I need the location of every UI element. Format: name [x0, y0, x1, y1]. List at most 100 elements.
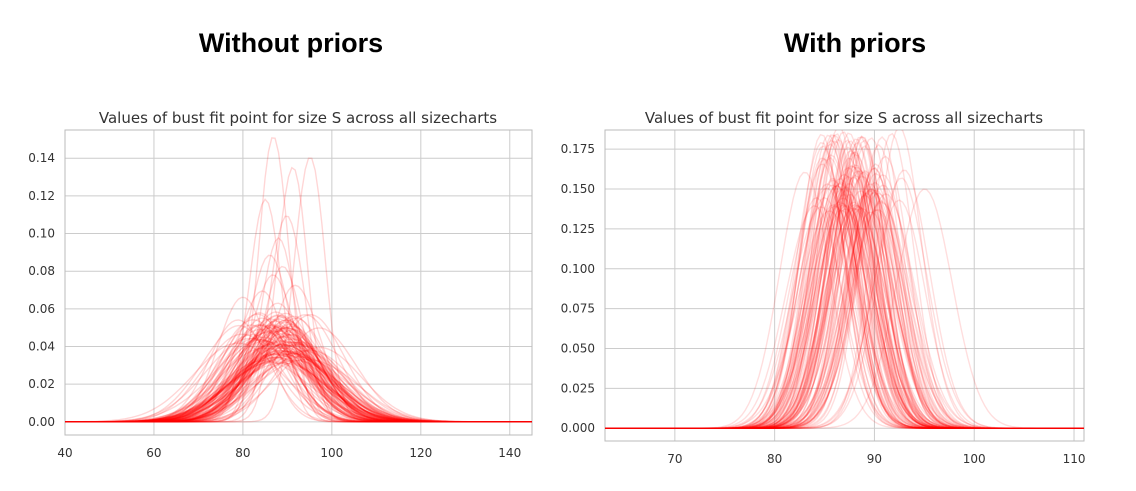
chart-title: Values of bust fit point for size S acro… [645, 109, 1043, 127]
density-curve [65, 313, 532, 423]
density-curve [605, 167, 1084, 429]
density-curve [65, 342, 532, 423]
chart-title: Values of bust fit point for size S acro… [99, 109, 497, 127]
density-curve [605, 174, 1084, 429]
x-tick-label: 80 [767, 452, 782, 466]
density-curve [65, 314, 532, 423]
density-curve [605, 149, 1084, 429]
density-curve [65, 323, 532, 423]
density-curve [65, 318, 532, 423]
density-curve [65, 315, 532, 423]
density-curve [65, 358, 532, 423]
heading-with-priors: With priors [783, 28, 927, 58]
density-curve [605, 134, 1084, 429]
density-curve [605, 136, 1084, 429]
density-curve [65, 353, 532, 423]
plot-frame [604, 129, 1085, 442]
density-curve [605, 208, 1084, 429]
density-curve [65, 157, 532, 423]
density-curve [65, 344, 532, 423]
density-curve [65, 328, 532, 423]
density-curve [65, 327, 532, 423]
density-curve [65, 333, 532, 423]
density-curve [605, 187, 1084, 429]
density-curve [605, 138, 1084, 429]
density-curve [605, 135, 1084, 429]
density-curve [605, 207, 1084, 429]
density-curve [605, 164, 1084, 429]
density-curve [605, 204, 1084, 429]
density-curve [65, 346, 532, 423]
density-curve [65, 350, 532, 423]
density-curve [65, 324, 532, 423]
y-tick-label: 0.025 [561, 381, 595, 395]
y-tick-label: 0.10 [28, 227, 55, 241]
density-curve [605, 203, 1084, 429]
density-curve [605, 192, 1084, 429]
density-curve [65, 330, 532, 423]
density-curve [605, 174, 1084, 429]
density-curve [605, 139, 1084, 429]
x-tick-label: 80 [235, 446, 250, 460]
density-curve [605, 132, 1084, 429]
density-curve [65, 254, 532, 423]
density-curve [605, 210, 1084, 429]
density-curve [65, 359, 532, 423]
density-curve [605, 141, 1084, 429]
density-curve [65, 327, 532, 423]
density-curve [65, 333, 532, 423]
density-curve [605, 136, 1084, 429]
density-curve [65, 342, 532, 423]
density-curve [605, 193, 1084, 429]
density-curve [65, 325, 532, 423]
density-curve [65, 296, 532, 423]
density-curve [65, 338, 532, 423]
density-curve [65, 356, 532, 423]
density-curve [65, 340, 532, 423]
density-curve [605, 184, 1084, 429]
density-curve [605, 132, 1084, 429]
density-curve [605, 184, 1084, 429]
density-curve [65, 347, 532, 423]
density-curve [65, 324, 532, 423]
density-curve [65, 328, 532, 423]
density-curve [605, 193, 1084, 429]
density-curve [605, 201, 1084, 429]
density-curve [605, 154, 1084, 429]
density-curve [65, 362, 532, 423]
y-tick-label: 0.04 [28, 340, 55, 354]
density-curve [65, 314, 532, 423]
density-curve [605, 169, 1084, 429]
density-curve [65, 284, 532, 423]
density-curve [65, 355, 532, 423]
y-tick-label: 0.02 [28, 377, 55, 391]
y-tick-label: 0.050 [561, 341, 595, 355]
density-curve [65, 339, 532, 423]
density-curve [605, 157, 1084, 429]
y-tick-label: 0.14 [28, 151, 55, 165]
density-curve [605, 139, 1084, 429]
density-curve [65, 344, 532, 423]
density-curve [65, 319, 532, 423]
density-curve [65, 319, 532, 423]
density-curve [605, 177, 1084, 429]
density-curve [65, 352, 532, 423]
density-curve [605, 142, 1084, 429]
density-curve [605, 187, 1084, 429]
density-curve [605, 205, 1084, 429]
density-curve [65, 290, 532, 423]
density-curve [605, 137, 1084, 429]
density-curve [65, 312, 532, 423]
y-tick-label: 0.075 [561, 302, 595, 316]
curves-group [65, 137, 532, 423]
x-tick-label: 40 [57, 446, 72, 460]
density-curve [65, 325, 532, 423]
density-curve [65, 340, 532, 423]
density-curve [65, 358, 532, 423]
y-tick-label: 0.00 [28, 415, 55, 429]
density-curve [605, 196, 1084, 429]
density-curve [65, 344, 532, 423]
density-curve [65, 274, 532, 423]
density-curve [605, 177, 1084, 429]
